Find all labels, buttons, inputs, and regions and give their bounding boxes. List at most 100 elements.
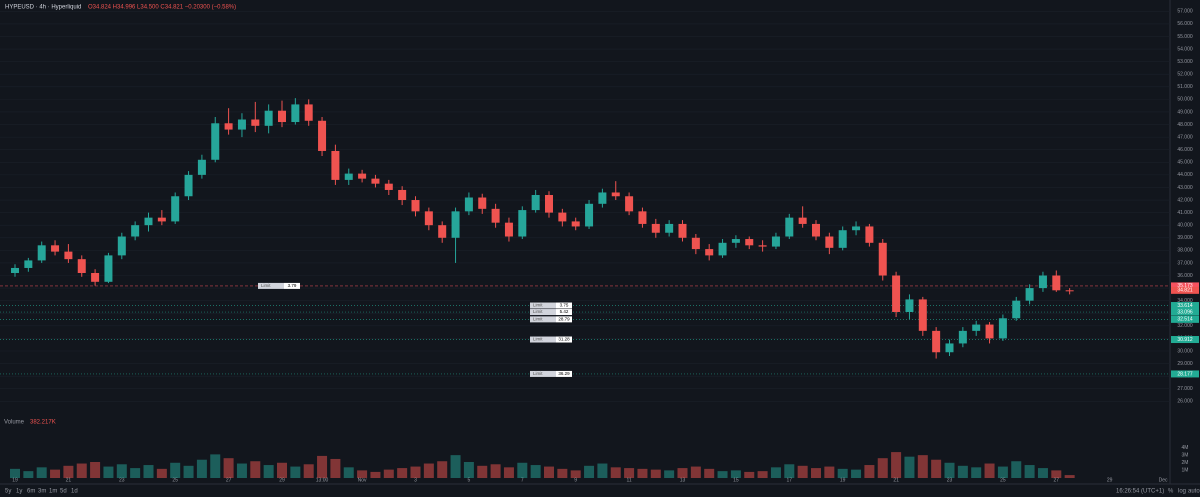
range-button[interactable]: 6m bbox=[27, 489, 35, 495]
y-tick-label: 56.000 bbox=[1177, 21, 1193, 27]
volume-bar bbox=[250, 461, 261, 478]
candle-body bbox=[491, 208, 500, 223]
candle-body bbox=[358, 173, 367, 179]
y-tick-label: 46.000 bbox=[1177, 147, 1193, 153]
order-price-box bbox=[1171, 336, 1199, 344]
axis-option[interactable]: log bbox=[1178, 489, 1186, 495]
order-box bbox=[530, 316, 556, 323]
volume-bar bbox=[397, 468, 408, 478]
volume-bar bbox=[944, 462, 955, 478]
candle-body bbox=[905, 299, 914, 312]
candle-body bbox=[464, 197, 473, 212]
volume-bar bbox=[223, 458, 234, 478]
order-price-label: 33.614 bbox=[1177, 303, 1193, 309]
candle-body bbox=[691, 237, 700, 250]
x-tick-label: 23 bbox=[119, 477, 125, 483]
candle-body bbox=[958, 330, 967, 344]
y-tick-label: 50.000 bbox=[1177, 97, 1193, 103]
candle-body bbox=[878, 242, 887, 276]
x-tick-label: 3 bbox=[414, 477, 417, 483]
candle-body bbox=[1012, 300, 1021, 319]
candle-body bbox=[812, 223, 820, 237]
candle-body bbox=[278, 110, 286, 123]
volume-bar bbox=[584, 465, 595, 478]
candle-body bbox=[558, 212, 567, 222]
volume-bar bbox=[597, 463, 608, 478]
candle-body bbox=[945, 343, 954, 353]
order-qty: 3.75 bbox=[560, 303, 569, 308]
candle-body bbox=[1025, 288, 1034, 301]
y-tick-label: 40.000 bbox=[1177, 223, 1193, 229]
candle-body bbox=[638, 211, 647, 224]
range-button[interactable]: 5d bbox=[60, 489, 67, 495]
candle-body bbox=[171, 196, 180, 222]
volume-bar bbox=[837, 468, 848, 478]
candle-body bbox=[531, 194, 540, 211]
candle-body bbox=[918, 299, 927, 331]
candle-body bbox=[318, 120, 327, 151]
order-qty: 31.28 bbox=[558, 337, 570, 342]
volume-bar bbox=[1011, 461, 1022, 478]
candle-body bbox=[451, 211, 460, 238]
x-tick-label: 11 bbox=[626, 477, 631, 483]
candle-body bbox=[478, 197, 487, 209]
order-type: Limit bbox=[533, 303, 543, 308]
range-button[interactable]: 1d bbox=[71, 489, 78, 495]
candle-body bbox=[11, 267, 19, 273]
candle-body bbox=[77, 259, 86, 273]
candle-body bbox=[625, 196, 634, 212]
y-tick-label: 57.000 bbox=[1177, 9, 1193, 15]
candle-body bbox=[745, 239, 754, 246]
candle-body bbox=[771, 236, 780, 247]
order-type: Limit bbox=[533, 309, 543, 314]
y-tick-label: 54.000 bbox=[1177, 46, 1193, 52]
volume-bar bbox=[90, 462, 101, 478]
order-type: Limit bbox=[533, 337, 543, 342]
volume-bar bbox=[343, 467, 354, 478]
order-box bbox=[530, 309, 556, 316]
candle-body bbox=[438, 225, 447, 238]
volume-bar bbox=[891, 452, 902, 478]
x-tick-label: 5 bbox=[468, 477, 471, 483]
volume-bar bbox=[63, 465, 74, 478]
volume-bar bbox=[196, 459, 207, 478]
volume-bar bbox=[156, 468, 167, 478]
x-tick-label: 17 bbox=[787, 477, 793, 483]
candle-body bbox=[545, 194, 553, 213]
y-tick-label: 39.000 bbox=[1177, 235, 1193, 241]
y-tick-label: 29.000 bbox=[1177, 361, 1193, 367]
axis-option[interactable]: auto bbox=[1188, 489, 1200, 495]
y-tick-label: 36.000 bbox=[1177, 273, 1193, 279]
volume-tick-label: 3M bbox=[1182, 452, 1189, 458]
y-tick-label: 48.000 bbox=[1177, 122, 1193, 128]
axis-option[interactable]: % bbox=[1168, 489, 1174, 495]
volume-bar bbox=[490, 464, 501, 478]
volume-bar bbox=[23, 471, 34, 478]
range-button[interactable]: 1m bbox=[49, 489, 57, 495]
volume-bar bbox=[744, 471, 755, 478]
volume-bar bbox=[677, 468, 688, 478]
y-tick-label: 34.000 bbox=[1177, 298, 1193, 304]
range-button[interactable]: 1y bbox=[16, 489, 22, 495]
candle-body bbox=[651, 223, 660, 233]
candle-body bbox=[104, 255, 113, 282]
order-price-box bbox=[1171, 370, 1199, 378]
candle-body bbox=[291, 104, 300, 123]
range-button[interactable]: 5y bbox=[5, 489, 11, 495]
volume-bar bbox=[784, 464, 795, 478]
last-price-box bbox=[1171, 286, 1199, 294]
candle-body bbox=[237, 119, 246, 130]
order-type: Limit bbox=[533, 371, 543, 376]
range-button[interactable]: 3m bbox=[38, 489, 46, 495]
order-box bbox=[258, 282, 284, 289]
order-qty: 28.79 bbox=[558, 317, 570, 322]
order-qty-box bbox=[556, 309, 572, 316]
volume-bar bbox=[357, 470, 368, 478]
x-tick-label: 15 bbox=[733, 477, 739, 483]
y-tick-label: 30.000 bbox=[1177, 348, 1193, 354]
volume-bar bbox=[624, 468, 635, 478]
candle-body bbox=[998, 318, 1007, 339]
y-tick-label: 45.000 bbox=[1177, 160, 1193, 166]
volume-bar bbox=[50, 469, 61, 478]
